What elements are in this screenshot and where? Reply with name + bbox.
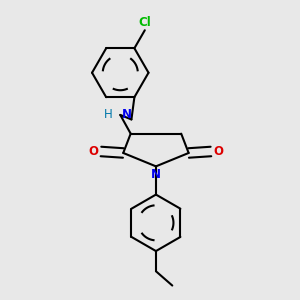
Text: Cl: Cl xyxy=(138,16,151,29)
Text: O: O xyxy=(213,145,223,158)
Text: H: H xyxy=(104,108,113,122)
Text: N: N xyxy=(151,168,161,181)
Text: N: N xyxy=(122,108,132,122)
Text: O: O xyxy=(88,145,99,158)
